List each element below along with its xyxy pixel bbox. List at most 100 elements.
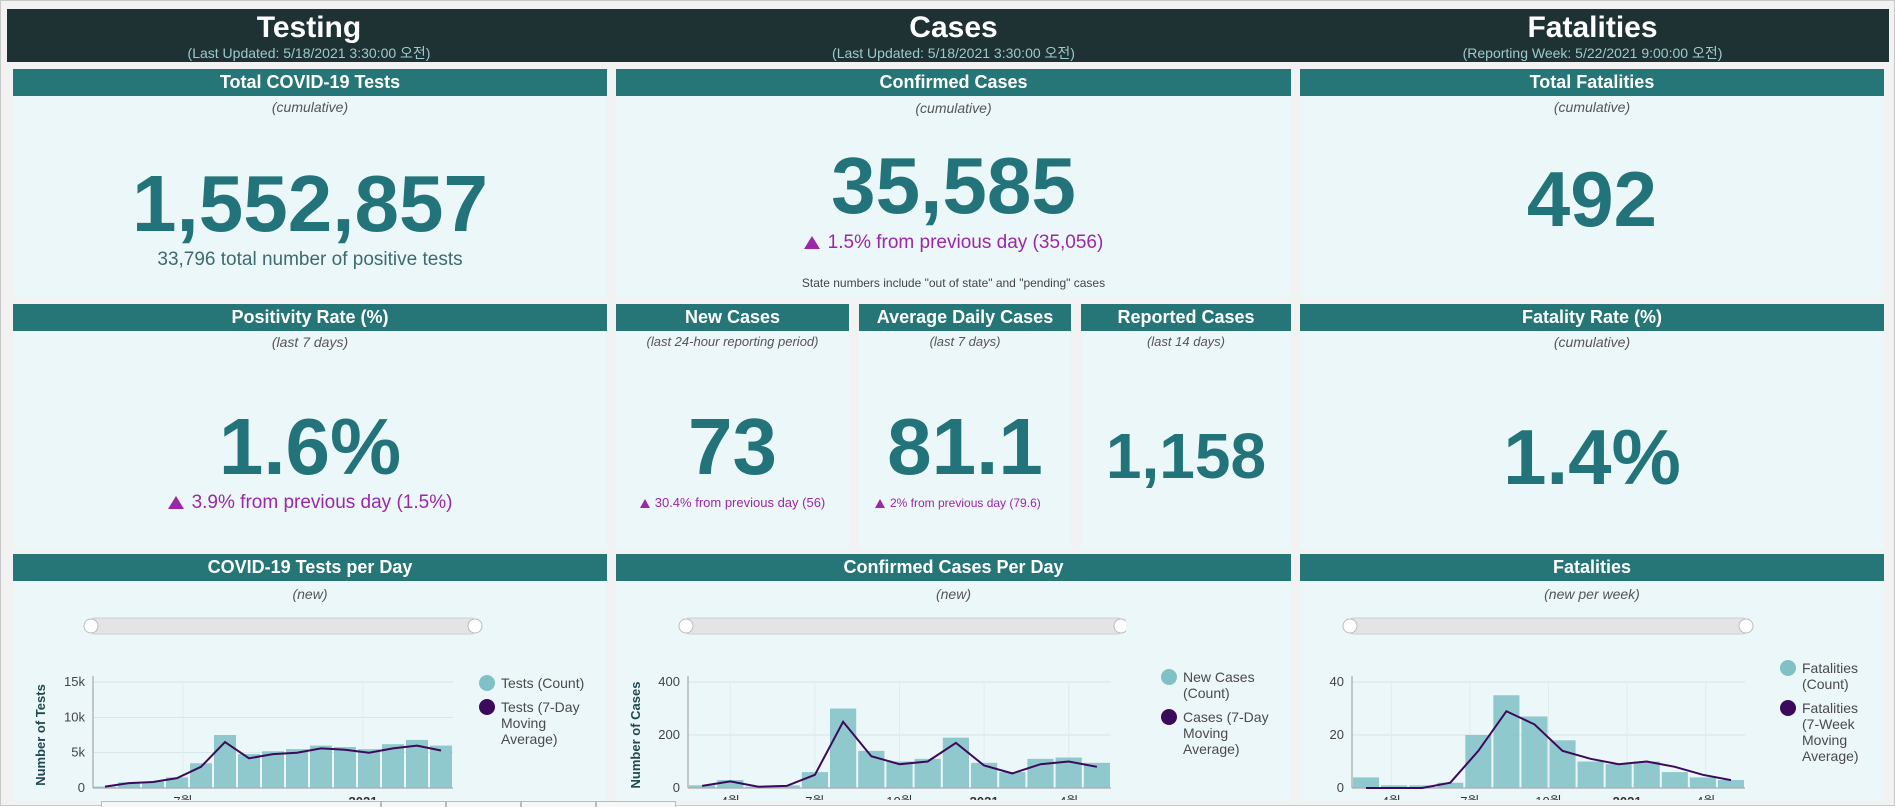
bar bbox=[999, 772, 1026, 788]
x-tick-label: 2021 bbox=[970, 794, 999, 800]
bar bbox=[1633, 761, 1660, 788]
tests-chart-sub: (new) bbox=[292, 586, 328, 602]
moving-average-line bbox=[701, 720, 1098, 788]
cases-per-day-chart[interactable]: 0 200 400 Number of Cases 4월 7월 10월 2021 4월 bbox=[616, 610, 1126, 800]
y-tick-label: 40 bbox=[1330, 674, 1344, 689]
bar bbox=[1605, 764, 1632, 788]
bottom-tab[interactable] bbox=[596, 801, 676, 807]
bar bbox=[971, 762, 998, 788]
bar bbox=[1381, 785, 1408, 788]
bar bbox=[1353, 777, 1380, 788]
slider-handle bbox=[1342, 618, 1358, 634]
avg-cases-value: 81.1 bbox=[887, 402, 1043, 491]
bar bbox=[1437, 782, 1464, 788]
confirmed-change-text: 1.5% from previous day (35,056) bbox=[827, 232, 1104, 253]
testing-title: Testing bbox=[256, 11, 362, 44]
fatalities-chart-panel: Fatalities (new per week) 0 20 40 4월 7월 10월 20… bbox=[1300, 554, 1884, 801]
reported-cases-title: Reported Cases bbox=[1081, 304, 1291, 331]
confirmed-cases-change: 1.5% from previous day (35,056) bbox=[616, 232, 1291, 254]
total-tests-title: Total COVID-19 Tests bbox=[13, 69, 607, 96]
y-tick-label: 20 bbox=[1330, 727, 1344, 742]
cases-chart-sub: (new) bbox=[935, 586, 971, 602]
fatalities-title: Fatalities bbox=[1527, 11, 1658, 44]
cases-header: Cases (Last Updated: 5/18/2021 3:30:00 오… bbox=[611, 9, 1296, 62]
positivity-change-text: 3.9% from previous day (1.5%) bbox=[191, 492, 453, 513]
avg-cases-change-text: 2% from previous day (79.6) bbox=[890, 496, 1041, 510]
bottom-tab[interactable] bbox=[446, 801, 521, 807]
fatalities-header: Fatalities (Reporting Week: 5/22/2021 9:… bbox=[1296, 9, 1889, 62]
legend-swatch bbox=[1161, 669, 1177, 685]
confirmed-cases-value: 35,585 bbox=[831, 141, 1076, 230]
confirmed-cases-sub: (cumulative) bbox=[915, 100, 992, 116]
legend-item[interactable]: Fatalities (7-Week Moving Average) bbox=[1780, 700, 1859, 764]
y-tick-label: 0 bbox=[78, 780, 85, 795]
bar bbox=[406, 739, 428, 788]
new-cases-panel: New Cases (last 24-hour reporting period… bbox=[616, 304, 849, 549]
bar bbox=[1549, 740, 1576, 788]
bar bbox=[914, 758, 941, 788]
bar bbox=[1521, 716, 1548, 788]
tests-chart-panel: COVID-19 Tests per Day (new) 0 5k 10k 15k Nu… bbox=[13, 554, 607, 801]
legend-label: Fatalities bbox=[1802, 660, 1859, 676]
bottom-tab[interactable] bbox=[381, 801, 446, 807]
new-cases-title: New Cases bbox=[616, 304, 849, 331]
bar bbox=[142, 781, 164, 788]
x-tick-label: 7월 bbox=[173, 794, 192, 800]
total-fatalities-sub: (cumulative) bbox=[1553, 99, 1631, 115]
fatalities-updated: (Reporting Week: 5/22/2021 9:00:00 오전) bbox=[1462, 45, 1723, 61]
x-tick-label: 2021 bbox=[1613, 794, 1642, 800]
bar bbox=[689, 785, 716, 788]
bar bbox=[1577, 761, 1604, 788]
bar bbox=[286, 749, 308, 788]
up-triangle-icon bbox=[803, 236, 820, 249]
fatality-rate-value: 1.4% bbox=[1503, 413, 1681, 501]
x-tick-label: 10월 bbox=[886, 794, 912, 800]
y-tick-label: 400 bbox=[658, 674, 680, 689]
bar bbox=[801, 772, 828, 788]
fatalities-chart[interactable]: 0 20 40 4월 7월 10월 2021 4월 bbox=[1300, 610, 1760, 800]
legend-item[interactable]: Tests (7-Day Moving Average) bbox=[479, 699, 584, 747]
x-tick-label: 7월 bbox=[1460, 794, 1479, 800]
bar bbox=[94, 786, 116, 788]
bar bbox=[334, 747, 356, 788]
bottom-tab[interactable] bbox=[101, 801, 381, 807]
legend-item[interactable]: Fatalities (Count) bbox=[1780, 660, 1859, 692]
legend-item[interactable]: Tests (Count) bbox=[479, 675, 584, 691]
slider-handle bbox=[1113, 618, 1126, 634]
y-tick-label: 200 bbox=[658, 727, 680, 742]
y-tick-label: 5k bbox=[71, 745, 85, 760]
legend-label: Average) bbox=[1802, 748, 1859, 764]
legend-label: Moving bbox=[501, 715, 547, 731]
legend-swatch bbox=[479, 675, 495, 691]
bar bbox=[430, 745, 452, 788]
cases-chart-panel: Confirmed Cases Per Day (new) 0 200 400 Num… bbox=[616, 554, 1291, 801]
bar bbox=[382, 744, 404, 788]
bottom-tab[interactable] bbox=[521, 801, 596, 807]
tests-per-day-chart[interactable]: 0 5k 10k 15k Number of Tests 7월 2021 bbox=[13, 610, 483, 800]
legend-item[interactable]: New Cases (Count) bbox=[1161, 669, 1269, 701]
total-fatalities-panel: Total Fatalities (cumulative) 492 bbox=[1300, 69, 1884, 297]
confirmed-cases-title: Confirmed Cases bbox=[616, 69, 1291, 96]
legend-label: New Cases bbox=[1183, 669, 1255, 685]
x-tick-label: 7월 bbox=[805, 794, 824, 800]
cases-title: Cases bbox=[909, 11, 998, 44]
slider-handle bbox=[83, 618, 99, 634]
bar bbox=[1409, 785, 1436, 788]
y-tick-label: 15k bbox=[64, 674, 85, 689]
x-tick-label: 4월 bbox=[1696, 794, 1715, 800]
x-tick-label: 4월 bbox=[721, 794, 740, 800]
slider-handle bbox=[678, 618, 694, 634]
testing-updated: (Last Updated: 5/18/2021 3:30:00 오전) bbox=[187, 45, 431, 61]
legend-label: (Count) bbox=[1183, 685, 1230, 701]
new-cases-change: 30.4% from previous day (56) bbox=[616, 495, 849, 510]
legend-item[interactable]: Cases (7-Day Moving Average) bbox=[1161, 709, 1269, 757]
bar bbox=[310, 745, 332, 788]
legend-label: Cases (7-Day bbox=[1183, 709, 1269, 725]
legend-label: Moving bbox=[1183, 725, 1229, 741]
range-slider-track bbox=[90, 617, 476, 635]
y-axis-label: Number of Cases bbox=[628, 682, 643, 789]
legend-swatch bbox=[1780, 660, 1796, 676]
legend-label: Fatalities bbox=[1802, 700, 1859, 716]
slider-handle bbox=[467, 618, 483, 634]
